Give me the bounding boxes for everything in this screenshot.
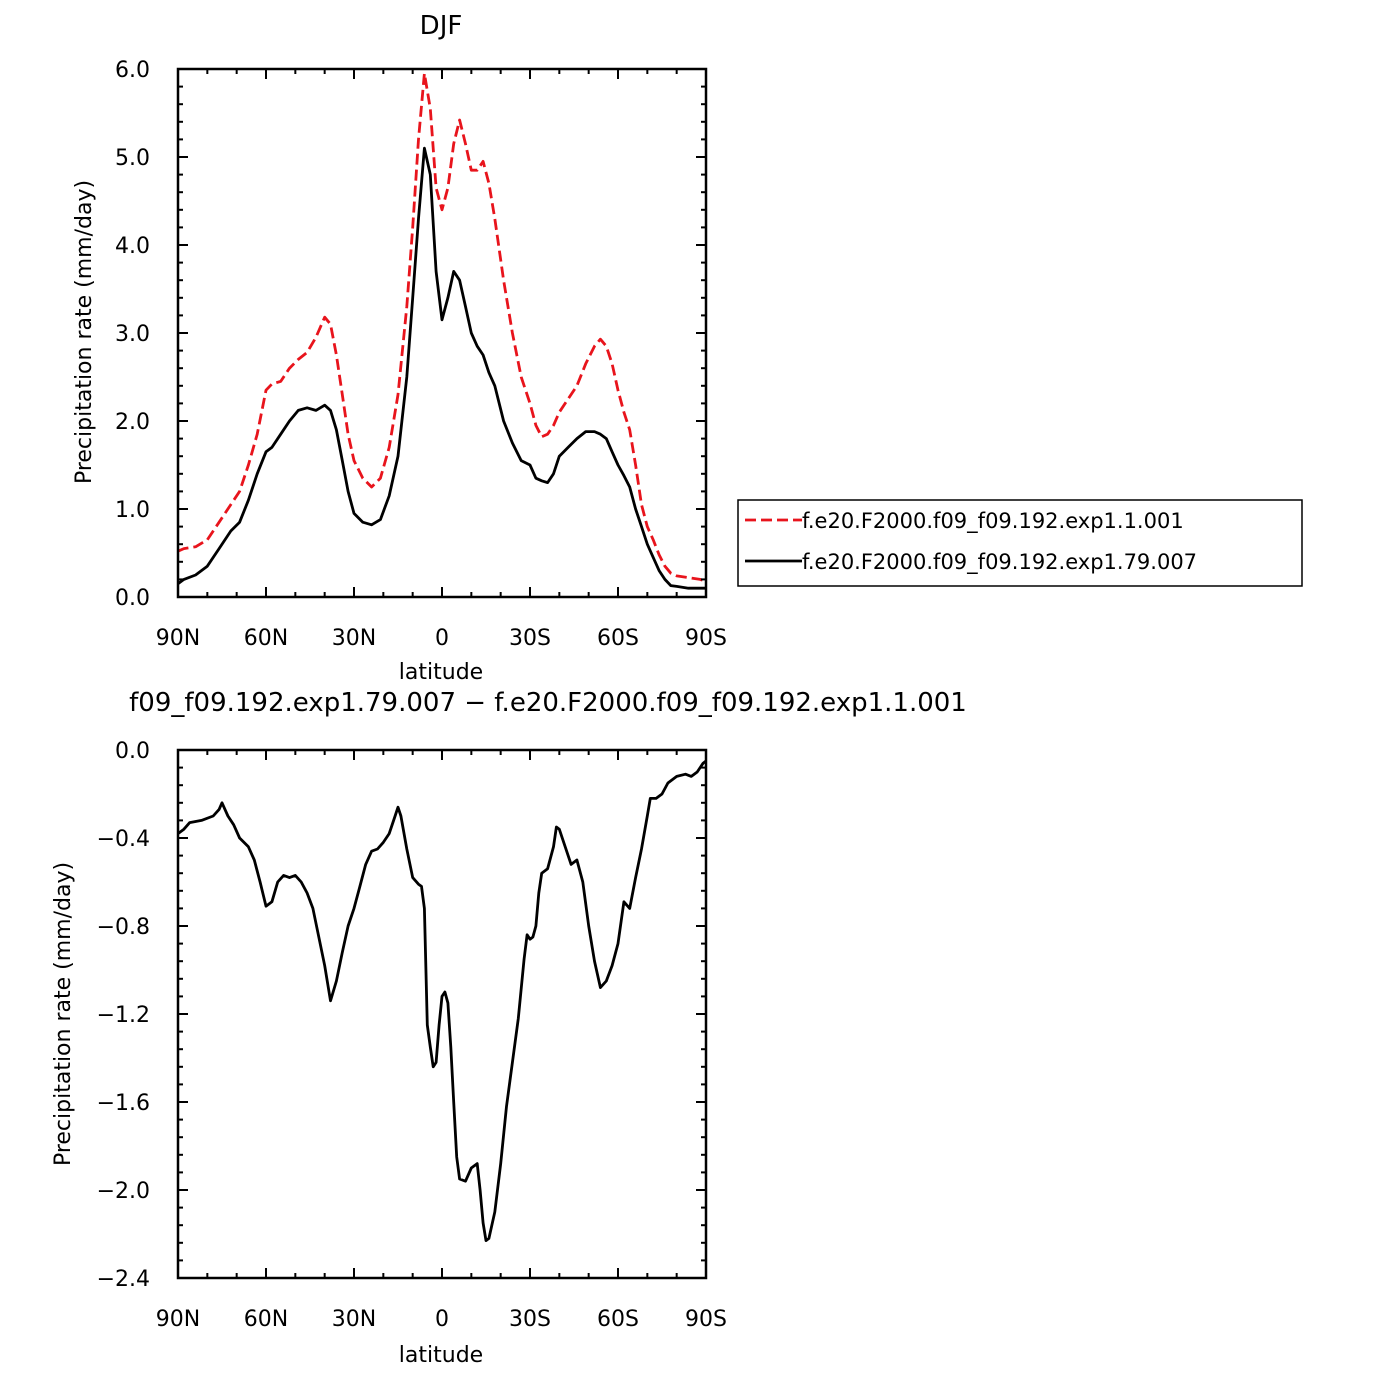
series-line-1-0: [177, 759, 707, 1242]
x-tick-label: 60S: [597, 1307, 639, 1332]
difference-panel: f09_f09.192.exp1.79.007 − f.e20.F2000.f0…: [51, 688, 967, 1368]
x-tick-label: 60N: [244, 626, 288, 651]
y-tick-label: 1.0: [115, 498, 150, 523]
panel-title-difference: f09_f09.192.exp1.79.007 − f.e20.F2000.f0…: [129, 688, 967, 718]
y-tick-label: 3.0: [115, 322, 150, 347]
y-tick-label: −0.8: [97, 915, 150, 940]
y-tick-label: −0.4: [97, 827, 150, 852]
y-tick-label: 6.0: [115, 58, 150, 83]
legend-label-exp1-1-001: f.e20.F2000.f09_f09.192.exp1.1.001: [802, 509, 1184, 534]
plot-frame: [176, 748, 708, 1280]
y-tick-label: −1.6: [97, 1091, 150, 1116]
legend-frame: [737, 499, 1303, 587]
x-tick-label: 30N: [332, 1307, 376, 1332]
y-tick-label: 5.0: [115, 146, 150, 171]
x-tick-label: 90S: [685, 626, 727, 651]
y-tick-label: 4.0: [115, 234, 150, 259]
x-tick-label: 90N: [156, 1307, 200, 1332]
x-axis-title: latitude: [399, 1343, 483, 1368]
y-axis-title: Precipitation rate (mm/day): [51, 862, 76, 1166]
plot-frame: [176, 67, 708, 599]
x-tick-label: 90S: [685, 1307, 727, 1332]
y-tick-label: 2.0: [115, 410, 150, 435]
y-tick-label: −2.0: [97, 1179, 150, 1204]
legend: f.e20.F2000.f09_f09.192.exp1.1.001 f.e20…: [737, 499, 1303, 587]
x-tick-label: 90N: [156, 626, 200, 651]
legend-label-exp1-79-007: f.e20.F2000.f09_f09.192.exp1.79.007: [802, 550, 1197, 575]
panel-title-djf: DJF: [420, 11, 463, 41]
y-tick-label: −1.2: [97, 1003, 150, 1028]
series-line-0-1: [177, 146, 706, 590]
x-tick-label: 30N: [332, 626, 376, 651]
x-tick-label: 0: [435, 1307, 449, 1332]
series-line-0-0: [177, 72, 707, 583]
y-tick-label: −2.4: [97, 1267, 150, 1292]
y-axis-title: Precipitation rate (mm/day): [72, 180, 97, 484]
x-tick-label: 0: [435, 626, 449, 651]
climatology-panel: DJF latitude Precipitation rate (mm/day)…: [72, 11, 727, 685]
x-tick-label: 30S: [509, 626, 551, 651]
y-tick-label: 0.0: [115, 739, 150, 764]
x-axis-title: latitude: [399, 660, 483, 685]
x-tick-label: 30S: [509, 1307, 551, 1332]
y-tick-label: 0.0: [115, 586, 150, 611]
x-tick-label: 60N: [244, 1307, 288, 1332]
x-tick-label: 60S: [597, 626, 639, 651]
